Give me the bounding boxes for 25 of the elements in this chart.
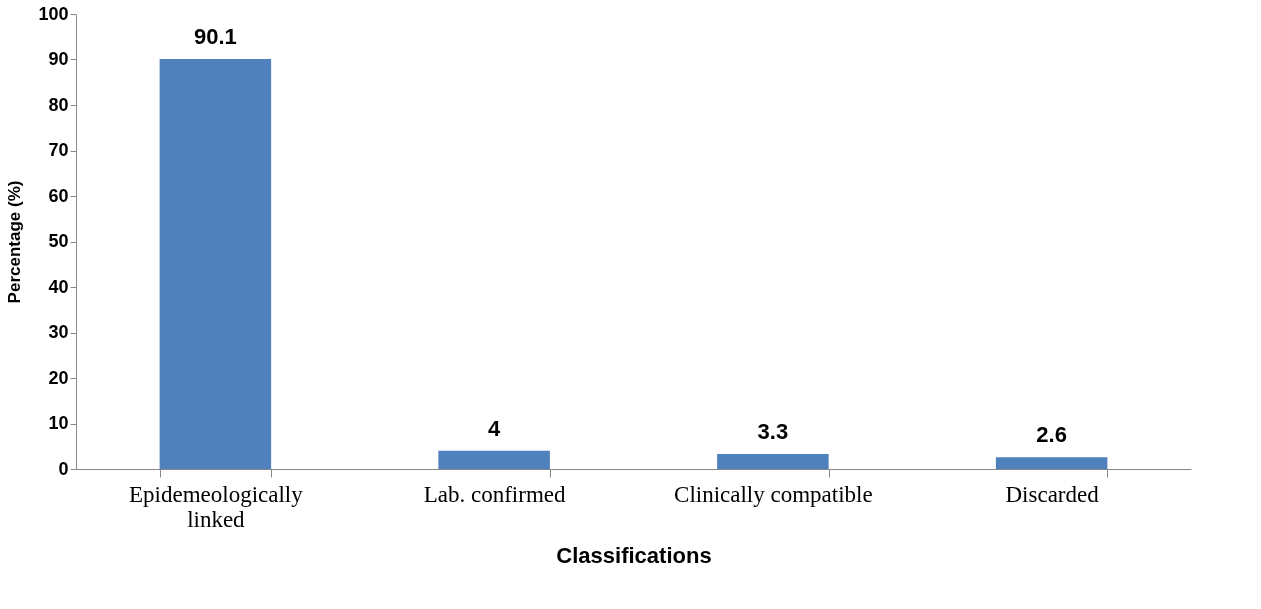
y-tick-label: 30 [48,322,69,342]
x-tick-label: Lab. confirmed [423,481,567,507]
y-tick-label: 80 [48,94,69,115]
x-tick-label: Discarded [1005,481,1100,507]
data-label: 4 [488,415,501,441]
y-tick-label: 50 [48,231,69,251]
bar [159,59,272,469]
y-axis-title: Percentage (%) [5,180,25,304]
y-tick-label: 90 [48,49,69,69]
y-tick-label: 20 [48,367,69,388]
bar [717,453,829,469]
y-tick-label: 0 [58,458,69,479]
y-tick-label: 60 [48,185,69,206]
x-axis-title: Classifications [556,542,712,568]
data-label: 2.6 [1036,422,1067,448]
y-tick-label: 70 [48,140,69,160]
bar [995,457,1108,469]
y-tick-label: 10 [48,413,69,433]
bar [438,450,550,469]
x-tick-label: Epidemeologically linked [129,481,304,532]
y-tick-label: 100 [38,3,69,24]
data-label: 90.1 [193,24,237,50]
y-tick-label: 40 [48,276,69,297]
data-label: 3.3 [757,418,789,444]
x-tick-label: Clinically compatible [674,481,873,507]
